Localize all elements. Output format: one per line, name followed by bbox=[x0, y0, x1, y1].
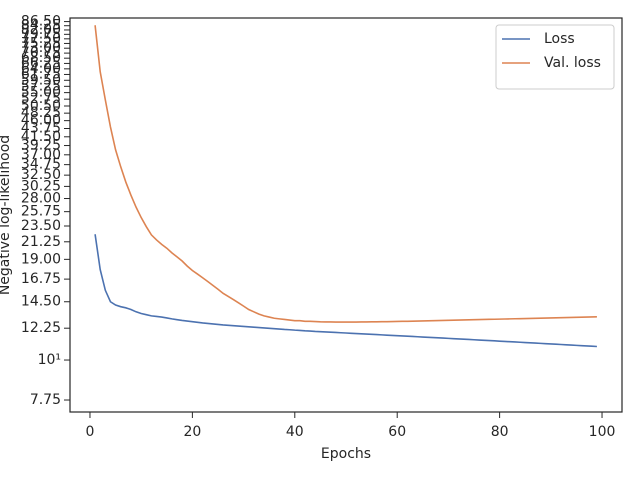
y-tick-label: 32.50 bbox=[21, 167, 61, 183]
y-tick-label: 82.00 bbox=[21, 22, 61, 38]
y-tick-label: 41.50 bbox=[21, 129, 61, 145]
y-tick-label: 66.25 bbox=[21, 55, 61, 71]
y-tick-label: 84.25 bbox=[21, 18, 61, 34]
y-tick-label: 7.75 bbox=[30, 392, 61, 408]
y-tick-label: 39.25 bbox=[21, 138, 61, 154]
x-tick-label: 100 bbox=[589, 424, 616, 440]
legend-label: Val. loss bbox=[544, 55, 601, 71]
x-axis-label: Epochs bbox=[321, 446, 371, 462]
y-tick-label: 34.75 bbox=[21, 157, 61, 173]
y-tick-label: 19.00 bbox=[21, 251, 61, 267]
y-tick-label: 68.50 bbox=[21, 50, 61, 66]
x-tick-label: 40 bbox=[286, 424, 304, 440]
y-tick-label: 50.50 bbox=[21, 98, 61, 114]
y-tick-label: 55.00 bbox=[21, 85, 61, 101]
y-tick-label: 14.50 bbox=[21, 294, 61, 310]
y-tick-label: 21.25 bbox=[21, 234, 61, 250]
y-tick-label: 70.75 bbox=[21, 45, 61, 61]
y-tick-label: 30.25 bbox=[21, 178, 61, 194]
y-tick-label: 43.75 bbox=[21, 121, 61, 137]
y-tick-label: 75.25 bbox=[21, 35, 61, 51]
legend-box bbox=[495, 24, 615, 90]
y-tick-label: 28.00 bbox=[21, 191, 61, 207]
line-series bbox=[94, 25, 597, 323]
y-tick-label: 16.75 bbox=[21, 271, 61, 287]
y-tick-label: 52.75 bbox=[21, 91, 61, 107]
x-tick-label: 80 bbox=[491, 424, 509, 440]
y-tick-label: 23.50 bbox=[21, 218, 61, 234]
line-series bbox=[94, 234, 597, 348]
y-tick-label: 77.50 bbox=[21, 31, 61, 47]
y-tick-label: 73.00 bbox=[21, 40, 61, 56]
x-tick-label: 0 bbox=[86, 424, 95, 440]
x-tick-label: 60 bbox=[388, 424, 406, 440]
y-tick-label: 59.50 bbox=[21, 72, 61, 88]
y-tick-label: 48.25 bbox=[21, 105, 61, 121]
y-tick-label: 12.25 bbox=[21, 320, 61, 336]
y-tick-label: 86.50 bbox=[21, 14, 61, 30]
plot-frame bbox=[69, 17, 623, 413]
y-tick-label: 64.00 bbox=[21, 61, 61, 77]
y-tick-label: 25.75 bbox=[21, 204, 61, 220]
y-tick-label: 37.00 bbox=[21, 147, 61, 163]
y-tick-label: 79.75 bbox=[21, 26, 61, 42]
y-axis-label: Negative log-likelihood bbox=[0, 135, 13, 295]
y-tick-label: 57.25 bbox=[21, 78, 61, 94]
y-tick-label: 61.75 bbox=[21, 66, 61, 82]
legend-label: Loss bbox=[544, 31, 575, 47]
x-tick-label: 20 bbox=[183, 424, 201, 440]
y-tick-label: 46.00 bbox=[21, 113, 61, 129]
y-tick-label: 10¹ bbox=[38, 352, 61, 368]
